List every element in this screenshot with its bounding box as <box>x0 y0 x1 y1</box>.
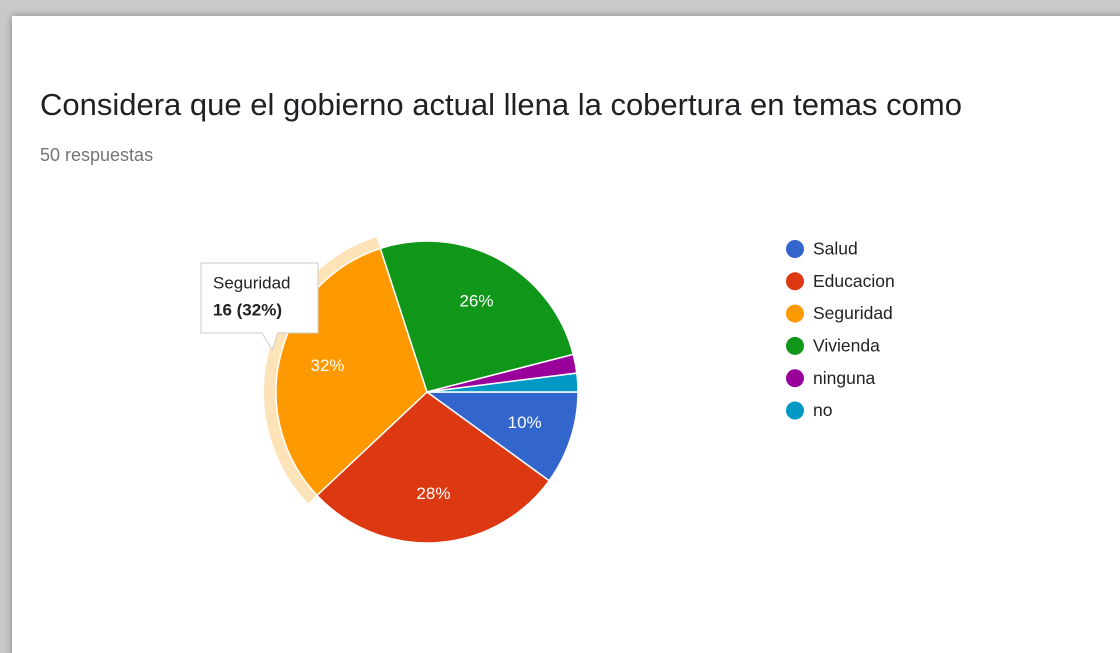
tooltip: Seguridad 16 (32%) <box>200 262 319 352</box>
legend-label: ninguna <box>813 368 876 388</box>
pie-slice <box>379 240 575 393</box>
legend: Salud Educacion Seguridad Vivienda ninguna no <box>786 239 895 420</box>
tooltip-value: 16 (32%) <box>213 300 282 319</box>
pie-slice <box>426 372 579 393</box>
legend-marker <box>786 369 804 388</box>
data-label: 32% <box>311 356 345 375</box>
legend-marker <box>786 304 804 323</box>
chart-subtitle: 50 respuestas <box>40 145 153 165</box>
pie-slice <box>315 391 551 544</box>
legend-marker <box>786 336 804 355</box>
tooltip-category: Seguridad <box>213 273 291 292</box>
data-label: 28% <box>416 484 450 503</box>
legend-marker <box>786 272 804 291</box>
data-label: 10% <box>508 413 542 432</box>
legend-marker <box>786 240 804 258</box>
chart-title: Considera que el gobierno actual llena l… <box>40 87 962 122</box>
legend-label: Seguridad <box>813 303 893 323</box>
legend-label: Salud <box>813 239 858 259</box>
legend-marker <box>786 401 804 420</box>
pie-slice <box>424 391 579 482</box>
tooltip-box <box>200 262 319 352</box>
data-label: 26% <box>459 292 493 311</box>
legend-label: no <box>813 400 832 420</box>
legend-label: Vivienda <box>813 336 880 356</box>
legend-label: Educacion <box>813 271 895 291</box>
